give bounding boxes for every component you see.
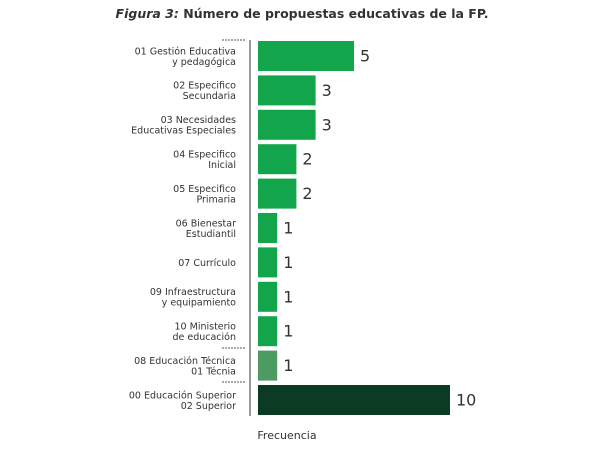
- title-label: Figura 3:: [116, 6, 179, 21]
- bar: [258, 350, 278, 381]
- bar: [258, 385, 450, 415]
- bar: [258, 247, 278, 278]
- bar: [258, 316, 278, 347]
- y-tick-label: 01 Gestión Educativa y pedagógica: [135, 46, 236, 68]
- value-label: 1: [283, 219, 293, 238]
- bar: [258, 75, 316, 106]
- value-label: 3: [322, 115, 332, 134]
- value-label: 2: [302, 150, 312, 169]
- value-label: 2: [302, 184, 312, 203]
- value-label: 10: [456, 391, 476, 410]
- value-label: 1: [283, 356, 293, 375]
- bar: [258, 281, 278, 312]
- value-label: 1: [283, 322, 293, 341]
- value-label: 3: [322, 81, 332, 100]
- value-label: 1: [283, 287, 293, 306]
- bar: [258, 178, 297, 209]
- bar: [258, 144, 297, 175]
- y-tick-label: 04 Especifico Inicial: [173, 149, 236, 171]
- value-label: 5: [360, 47, 370, 66]
- y-tick-label: 03 Necesidades Educativas Especiales: [131, 115, 236, 137]
- chart-title: Figura 3: Número de propuestas educativa…: [116, 6, 489, 21]
- bar: [258, 41, 354, 71]
- y-tick-label: 10 Ministerio de educación: [172, 321, 236, 343]
- value-label: 1: [283, 253, 293, 272]
- y-tick-label: 02 Especifico Secundaria: [173, 81, 236, 103]
- y-tick-label: 06 Bienestar Estudiantil: [176, 218, 236, 240]
- x-axis-label: Frecuencia: [257, 429, 316, 442]
- y-tick-label: 09 Infraestructura y equipamiento: [150, 287, 236, 309]
- y-tick-label: 05 Especifico Primaria: [173, 184, 236, 206]
- y-tick-label: 08 Educación Técnica 01 Técnia: [134, 356, 236, 378]
- title-text: Número de propuestas educativas de la FP…: [183, 6, 488, 21]
- bar: [258, 109, 316, 140]
- y-tick-label: 00 Educación Superior 02 Superior: [129, 390, 236, 412]
- bar: [258, 213, 278, 243]
- y-tick-label: 07 Currículo: [178, 258, 236, 269]
